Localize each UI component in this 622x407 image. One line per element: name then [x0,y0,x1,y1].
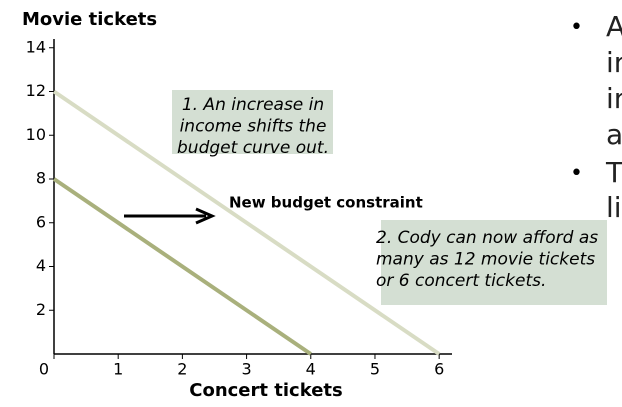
budget-line [52,89,441,356]
line-label: New budget constraint [229,194,423,212]
bullet-text: in [606,82,622,115]
x-tick-label: 0 [39,360,49,379]
y-tick-label: 10 [26,125,46,144]
annotation-text: budget curve out. [177,138,329,158]
annotation-box [381,220,607,305]
y-axis-label: Movie tickets [22,9,157,30]
x-tick-label: 2 [177,360,187,379]
annotation-text: 2. Cody can now afford as [376,228,598,248]
x-tick-label: 1 [113,360,123,379]
y-tick-label: 4 [36,256,46,275]
bullet-text: a [606,118,622,151]
annotation-text: income shifts the [180,117,327,137]
x-tick-label: 6 [434,360,444,379]
x-tick-label: 4 [306,360,316,379]
annotation-box [172,90,333,154]
x-tick-label: 3 [241,360,251,379]
annotation-text: 1. An increase in [182,95,324,115]
x-tick-label: 5 [370,360,380,379]
bullet-text: li [606,191,622,224]
bullet-dot: • [570,161,583,186]
x-axis-label: Concert tickets [189,380,342,401]
y-tick-label: 8 [36,169,46,188]
y-tick-label: 6 [36,212,46,231]
bullet-text: in [606,46,622,79]
bullet-text: T [605,156,622,189]
y-tick-label: 12 [26,81,46,100]
annotation-text: many as 12 movie tickets [376,250,595,270]
y-tick-label: 14 [26,37,46,56]
y-tick-label: 2 [36,300,46,319]
budget-line [52,177,312,356]
annotation-text: or 6 concert tickets. [376,271,546,291]
bullet-text: A [606,10,622,43]
bullet-dot: • [570,15,583,40]
arrow-head [195,207,216,225]
